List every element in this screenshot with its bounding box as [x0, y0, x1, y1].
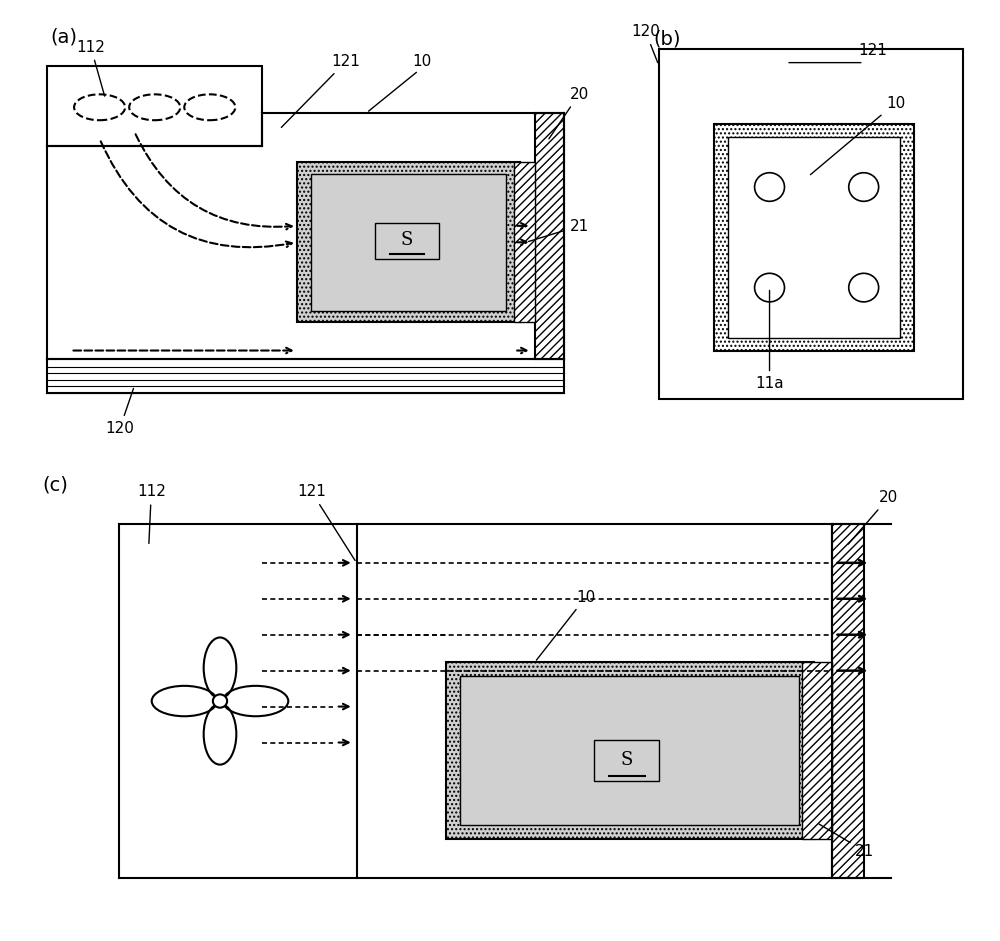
Text: 121: 121 — [297, 485, 355, 561]
Text: 120: 120 — [105, 389, 134, 436]
Text: (c): (c) — [42, 476, 68, 495]
Text: 10: 10 — [413, 54, 432, 69]
Text: 120: 120 — [631, 24, 660, 63]
Text: 10: 10 — [810, 96, 905, 175]
Bar — [728, 136, 900, 338]
Bar — [375, 224, 439, 259]
Circle shape — [213, 694, 227, 708]
Bar — [832, 524, 864, 878]
Bar — [659, 49, 963, 399]
Text: 112: 112 — [137, 485, 166, 544]
Text: 121: 121 — [858, 42, 887, 57]
Bar — [714, 123, 914, 351]
Bar — [594, 740, 659, 781]
Text: S: S — [621, 751, 633, 769]
Text: 21: 21 — [819, 824, 875, 859]
Text: (b): (b) — [653, 29, 681, 48]
Bar — [514, 162, 535, 322]
Text: (a): (a) — [50, 27, 77, 46]
Text: 112: 112 — [76, 40, 105, 96]
Bar — [47, 66, 262, 146]
Bar — [802, 662, 832, 839]
Bar — [535, 113, 564, 359]
Text: 20: 20 — [549, 87, 589, 139]
Bar — [47, 359, 564, 393]
Text: 11a: 11a — [755, 291, 784, 391]
Text: 121: 121 — [281, 54, 360, 127]
Text: 21: 21 — [529, 218, 589, 242]
Bar — [311, 174, 506, 311]
Text: 10: 10 — [536, 589, 596, 661]
Text: S: S — [401, 231, 413, 249]
Text: 20: 20 — [848, 490, 898, 544]
Bar — [297, 162, 520, 322]
Bar — [460, 677, 799, 825]
Bar — [446, 662, 814, 839]
